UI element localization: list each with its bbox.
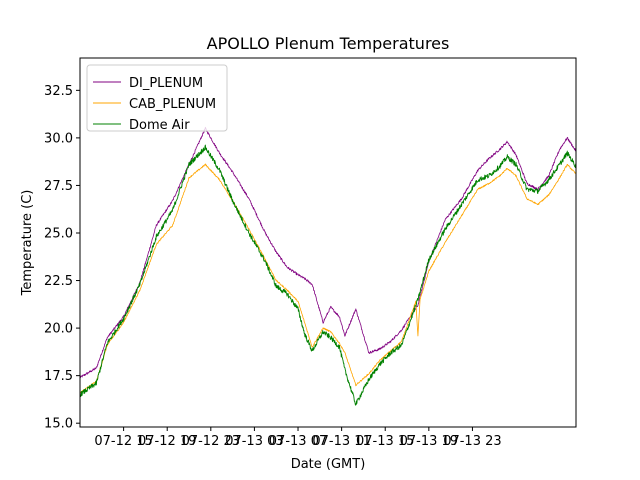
legend-label-dome-air: Dome Air (129, 118, 190, 133)
chart-title: APOLLO Plenum Temperatures (207, 34, 450, 53)
legend-label-cab-plenum: CAB_PLENUM (129, 97, 216, 112)
legend-label-di-plenum: DI_PLENUM (129, 76, 203, 91)
x-axis-label: Date (GMT) (291, 457, 366, 472)
x-tick-label: 07-13 03 (225, 434, 283, 449)
x-tick-label: 07-12 23 (182, 434, 240, 449)
series-line-cab-plenum (79, 163, 577, 393)
series-line-dome-air (79, 144, 577, 406)
y-tick-label: 22.5 (44, 274, 73, 289)
y-tick-label: 20.0 (44, 322, 73, 337)
series-line-di-plenum (79, 126, 577, 379)
legend-box (86, 64, 228, 132)
x-tick-label: 07-12 19 (138, 434, 196, 449)
y-tick-label: 27.5 (44, 179, 73, 194)
x-tick-label: 07-13 19 (400, 434, 458, 449)
x-tick-label: 07-13 23 (443, 434, 501, 449)
plot-frame (79, 57, 577, 428)
series-group (79, 126, 577, 406)
y-tick-label: 17.5 (44, 369, 73, 384)
y-tick-label: 25.0 (44, 226, 73, 241)
x-tick-label: 07-13 07 (269, 434, 327, 449)
x-tick-label: 07-13 11 (312, 434, 370, 449)
y-axis-label: Temperature (C) (20, 190, 35, 297)
legend: DI_PLENUM CAB_PLENUM Dome Air (86, 64, 228, 133)
y-tick-label: 30.0 (44, 131, 73, 146)
x-tick-label: 07-12 15 (94, 434, 152, 449)
x-tick-label: 07-13 15 (356, 434, 414, 449)
y-axis: 15.0 17.5 20.0 22.5 25.0 27.5 30.0 32.5 (44, 84, 80, 432)
y-tick-label: 15.0 (44, 417, 73, 432)
y-tick-label: 32.5 (44, 84, 73, 99)
